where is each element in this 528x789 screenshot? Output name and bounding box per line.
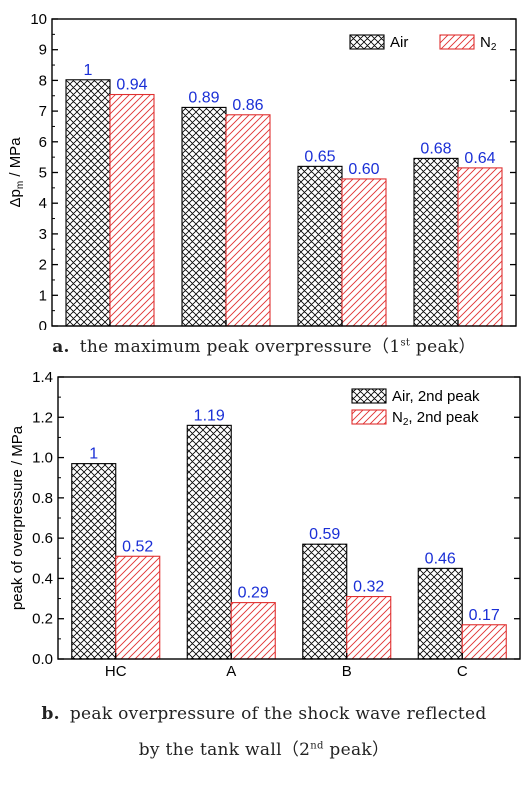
caption-b-sup: nd [310,740,324,752]
caption-b-line2: by the tank wall（2nd peak） [0,735,528,760]
y-tick-label: 0.2 [32,611,53,628]
y-tick-label: 1.2 [32,409,53,426]
caption-b-text-line2-post: peak） [323,740,390,760]
caption-a: a. the maximum peak overpressure（1st peak… [0,332,528,357]
bar-air-a [181,106,227,327]
data-label: 0.64 [464,150,495,167]
y-axis-label: peak of overpressure / MPa [9,425,26,610]
data-label: 0.94 [116,77,147,94]
bar-air-b [302,543,348,660]
bar-n2-a [230,602,276,660]
bar-air-b [297,165,343,327]
y-tick-label: 3 [39,226,47,243]
y-tick-label: 9 [39,42,47,59]
x-tick-label: A [226,663,236,680]
y-tick-label: 1.0 [32,450,53,467]
bar-air-c [417,567,463,660]
bar-air-a [186,424,232,660]
data-label: 0.65 [304,148,335,165]
legend-label-air: Air, 2nd peak [392,388,480,405]
y-tick-label: 0.6 [32,530,53,547]
y-axis-label: Δpm / MPa [7,137,26,208]
chart-a: Δpm / MPa01234567891010.94HC0.890.86A0.6… [7,11,517,330]
y-tick-label: 2 [39,257,47,274]
data-label: 1.19 [194,407,225,424]
y-tick-label: 10 [30,11,47,28]
legend-label-air: Air [390,34,408,51]
bar-n2-hc [115,555,161,660]
bar-n2-c [461,624,507,660]
y-tick-label: 7 [39,103,47,120]
data-label: 0.89 [188,89,219,106]
plot-frame [57,376,521,660]
caption-b: b. peak overpressure of the shock wave re… [0,704,528,724]
y-tick-label: 4 [39,195,47,212]
data-label: 0.86 [232,97,263,114]
bar-air-c [413,157,459,327]
caption-a-letter: a. [52,337,70,357]
legend-label-n2: N2 [480,34,497,53]
data-label: 0.32 [353,579,384,596]
plot-frame [51,18,517,327]
data-label: 0.29 [238,585,269,602]
y-tick-label: 1.4 [32,369,53,386]
caption-a-text-post: peak） [410,337,476,357]
data-label: 0.60 [348,161,379,178]
bar-n2-hc [109,93,155,327]
y-tick-label: 1 [39,287,47,304]
data-label: 0.68 [420,140,451,157]
x-tick-label: HC [105,663,127,680]
y-tick-label: 0.8 [32,490,53,507]
legend-swatch-air [349,34,385,50]
data-label: 0.52 [122,538,153,555]
y-tick-label: 5 [39,165,47,182]
data-label: 1 [84,62,93,79]
data-label: 0.59 [309,526,340,543]
bar-air-hc [65,79,111,327]
y-tick-label: 0.0 [32,651,53,668]
caption-a-text-pre: the maximum peak overpressure（1 [79,337,401,357]
bar-n2-a [225,114,271,327]
bar-n2-b [346,596,392,660]
bar-n2-b [341,178,387,327]
x-tick-label: B [342,663,352,680]
caption-a-sup: st [400,337,411,349]
caption-b-text-line1: peak overpressure of the shock wave refl… [69,704,487,724]
y-tick-label: 8 [39,72,47,89]
bar-n2-c [457,167,503,327]
y-tick-label: 6 [39,134,47,151]
chart-b: peak of overpressure / MPa 0.0 0.2 0.4 0.6 0.… [9,369,521,680]
legend-swatch-n2 [439,34,475,50]
legend-label-n2: N2, 2nd peak [392,409,479,428]
y-tick-label: 0.4 [32,570,53,587]
legend-swatch-air [351,388,387,404]
x-tick-label: C [457,663,468,680]
caption-b-letter: b. [41,704,60,724]
caption-b-text-line2-pre: by the tank wall（2 [138,740,311,760]
data-label: 1 [89,446,98,463]
bar-air-hc [71,463,117,660]
y-tick-label: 0 [39,318,47,330]
legend-swatch-n2 [351,409,387,425]
data-label: 0.17 [469,607,500,624]
data-label: 0.46 [425,550,456,567]
